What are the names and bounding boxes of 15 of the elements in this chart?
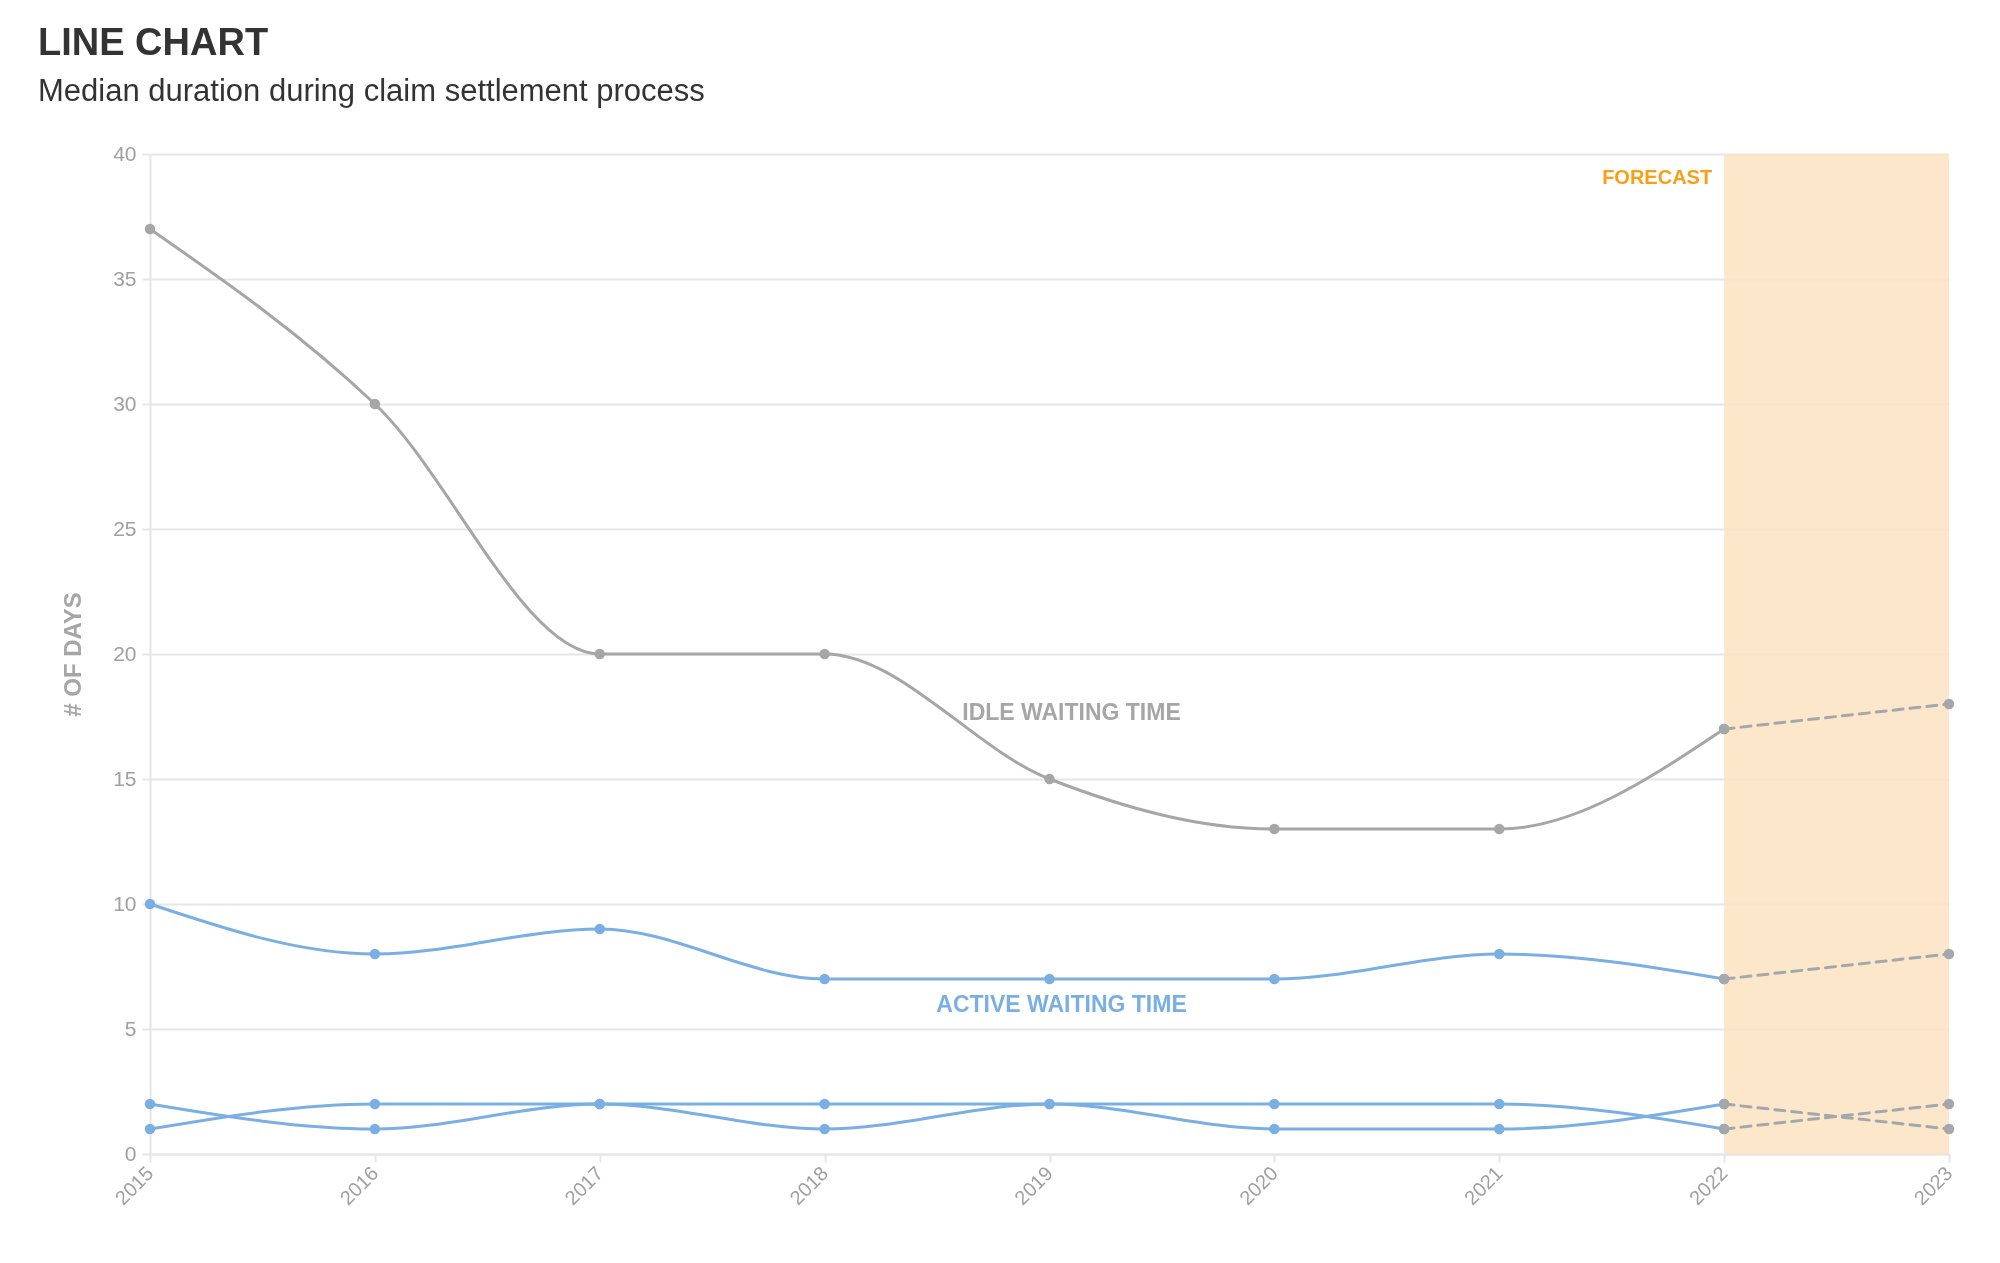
y-tick-label: 35 xyxy=(113,266,137,290)
y-tick-label: 0 xyxy=(124,1141,137,1165)
band-label: FORECAST xyxy=(1602,166,1713,188)
series-label: ACTIVE WAITING TIME xyxy=(936,991,1187,1017)
y-tick-label: 5 xyxy=(124,1016,137,1040)
y-tick-label: 25 xyxy=(113,516,137,540)
series-label: IDLE WAITING TIME xyxy=(962,699,1181,725)
y-tick-label: 10 xyxy=(113,891,137,915)
y-tick-label: 15 xyxy=(113,766,137,790)
y-tick-label: 20 xyxy=(113,641,137,665)
chart-title: LINE CHART xyxy=(38,21,269,63)
chart-subtitle: Median duration during claim settlement process xyxy=(38,73,705,108)
y-tick-label: 40 xyxy=(113,141,137,165)
y-tick-label: 30 xyxy=(113,391,137,415)
y-axis-title: # OF DAYS xyxy=(59,592,87,717)
